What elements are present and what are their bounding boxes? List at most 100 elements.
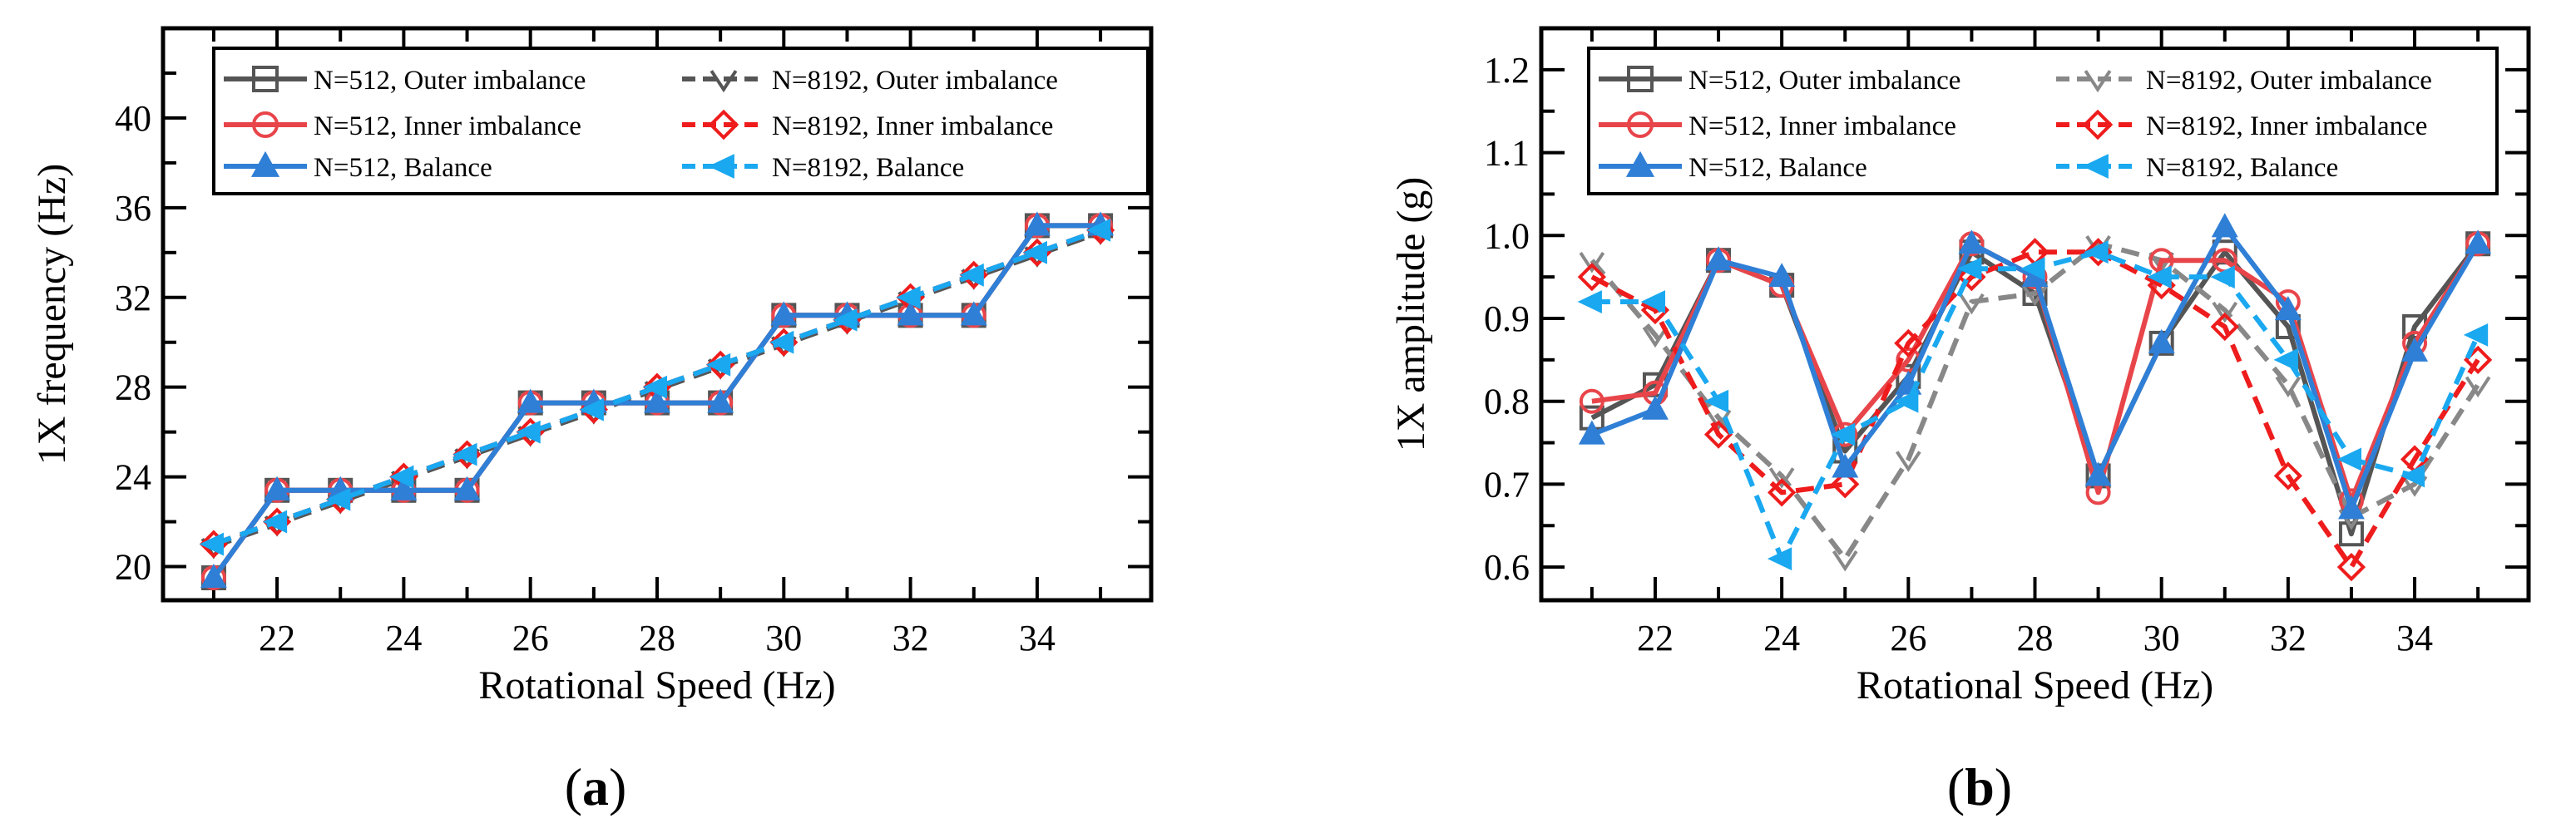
legend-label: N=8192, Inner imbalance [2146,111,2427,141]
legend-marker [1625,150,1655,177]
series-6 [199,218,1111,556]
series-6 [1577,240,2489,571]
data-point [579,397,604,421]
y-axis-label: 1X amplitude (g) [1389,177,1433,452]
data-point [2210,265,2235,289]
y-tick-label: 1.0 [1484,215,1530,256]
x-tick-label: 28 [2017,618,2054,658]
data-point [390,476,418,500]
data-point [2084,240,2109,264]
data-point [1832,550,1858,572]
data-point [325,487,351,511]
data-point [262,510,288,534]
data-point [959,263,984,287]
legend-entry: N=512, Inner imbalance [224,111,581,141]
legend-label: N=512, Balance [314,153,492,183]
data-point [1894,328,1923,358]
data-point [1831,470,1860,499]
data-point [2273,461,2302,490]
legend: N=512, Outer imbalance N=8192, Outer imba… [1587,47,2499,195]
panel-label: (a) [565,757,627,816]
data-point [2147,265,2172,289]
y-axis-label: 1X frequency (Hz) [30,164,74,465]
data-point [2336,552,2366,582]
legend-entry: N=8192, Balance [682,153,964,183]
y-tick-label: 1.1 [1484,133,1530,174]
data-point [1577,290,1602,313]
data-point [770,301,798,326]
legend-entry: N=8192, Inner imbalance [2056,109,2427,141]
data-point [1768,478,1797,507]
legend-marker [2082,109,2114,140]
data-point [2465,376,2491,398]
y-tick-label: 0.7 [1484,464,1530,505]
data-point [1642,326,1669,348]
data-point [2400,464,2425,488]
data-point [1832,453,1859,478]
legend-label: N=8192, Balance [2146,153,2338,183]
legend-box [212,47,1150,195]
x-tick-label: 24 [1763,618,1800,658]
data-point [517,388,544,413]
data-point [2338,521,2364,547]
legend-marker [708,154,734,179]
data-point [1895,451,1921,472]
legend-marker [252,111,279,138]
y-tick-label: 1.2 [1484,50,1530,91]
legend-label: N=512, Balance [1688,153,1867,183]
x-tick-label: 22 [1637,618,1674,658]
legend-label: N=8192, Inner imbalance [772,111,1053,141]
legend-label: N=512, Inner imbalance [314,111,581,141]
y-tick-label: 20 [115,547,151,588]
x-tick-label: 32 [2270,618,2307,658]
data-point [2020,257,2045,281]
legend-label: N=8192, Outer imbalance [772,66,1058,96]
data-point [1703,420,1733,449]
legend-label: N=8192, Outer imbalance [2146,66,2432,96]
data-point [2211,213,2238,238]
data-point [264,476,291,500]
data-point [2336,447,2361,471]
legend-marker [252,66,279,92]
data-point [960,301,987,326]
data-point [642,375,668,399]
data-point [1768,467,1795,489]
data-point [2463,323,2489,347]
data-point [2084,461,2112,486]
chart-panel-a: 22 24 26 28 30 32 34 20 24 28 32 36 40 N=512, Outer i… [30,26,1154,816]
legend-marker [1627,66,1654,92]
legend-box [1587,47,2499,195]
data-point [1958,229,1985,254]
legend-entry: N=8192, Outer imbalance [682,66,1058,96]
panel-label: (b) [1947,757,2012,816]
data-point [897,301,924,326]
data-point [1959,293,1985,315]
data-point [1641,395,1669,420]
data-point [2273,348,2298,372]
legend-label: N=8192, Balance [772,153,964,183]
legend-label: N=512, Outer imbalance [314,66,586,96]
legend-entry: N=8192, Balance [2056,153,2338,183]
plot-frame [161,26,1154,603]
x-tick-label: 30 [765,618,802,658]
data-point [453,476,481,500]
data-point [516,420,541,444]
chart-panel-b: 22 24 26 28 30 32 34 0.6 0.7 0.8 0.9 1.0 1.1 1.2 N=512… [1389,26,2531,816]
data-point [199,532,224,556]
legend-entry: N=512, Balance [224,150,492,183]
data-point [1894,389,1919,413]
data-point [705,352,731,377]
legend: N=512, Outer imbalance N=8192, Outer imba… [212,47,1150,195]
data-point [1579,388,1604,414]
data-point [1703,389,1729,413]
data-point [2212,301,2238,323]
legend-marker [2082,154,2109,179]
x-tick-label: 34 [1019,618,1056,658]
y-tick-label: 40 [115,98,151,139]
legend-entry: N=512, Outer imbalance [1599,66,1960,96]
data-point [1085,218,1111,242]
data-point [2274,295,2302,321]
legend-label: N=512, Outer imbalance [1688,66,1960,96]
data-point [2210,312,2239,342]
legend-marker [708,109,739,140]
